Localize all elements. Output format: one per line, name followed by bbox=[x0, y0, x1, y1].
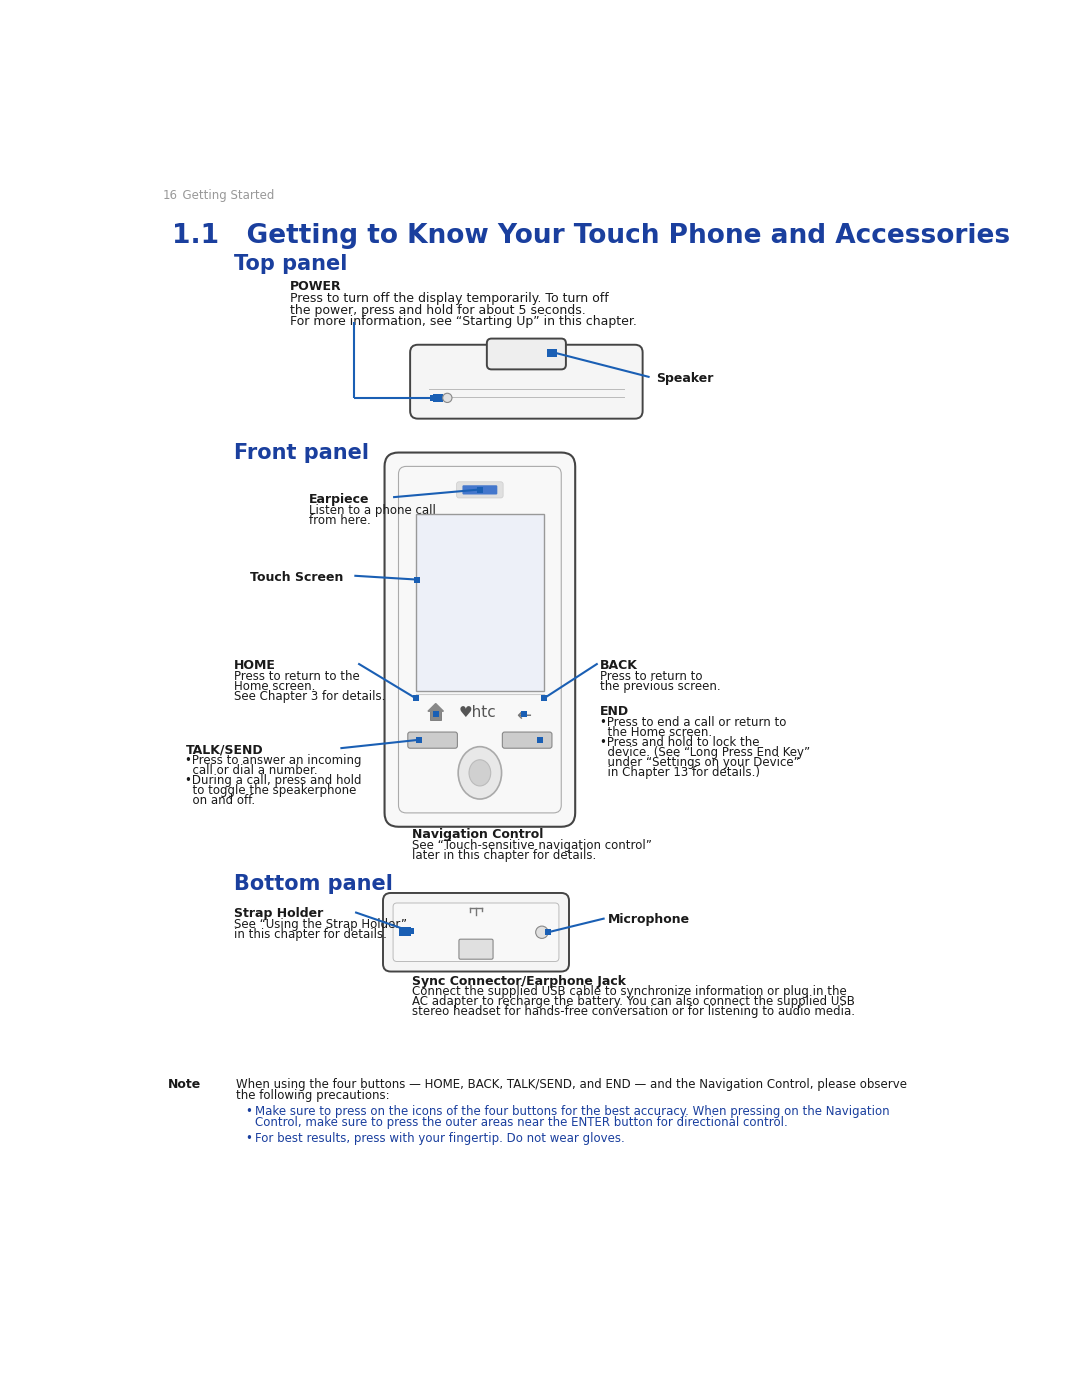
Bar bbox=[548, 349, 556, 358]
Text: Earpiece: Earpiece bbox=[309, 493, 369, 506]
Text: Press to return to: Press to return to bbox=[600, 669, 702, 683]
Bar bbox=[430, 711, 441, 719]
Text: on and off.: on and off. bbox=[186, 795, 256, 807]
Text: the previous screen.: the previous screen. bbox=[600, 680, 720, 693]
Text: Press to turn off the display temporarily. To turn off: Press to turn off the display temporaril… bbox=[291, 292, 609, 306]
Text: Note: Note bbox=[167, 1077, 201, 1091]
Text: 1.1   Getting to Know Your Touch Phone and Accessories: 1.1 Getting to Know Your Touch Phone and… bbox=[172, 224, 1010, 249]
Text: Connect the supplied USB cable to synchronize information or plug in the: Connect the supplied USB cable to synchr… bbox=[413, 985, 847, 999]
FancyBboxPatch shape bbox=[383, 893, 569, 971]
Text: the power, press and hold for about 5 seconds.: the power, press and hold for about 5 se… bbox=[291, 305, 585, 317]
Text: POWER: POWER bbox=[291, 279, 341, 293]
Text: Getting Started: Getting Started bbox=[175, 189, 274, 203]
FancyBboxPatch shape bbox=[459, 939, 494, 960]
Text: See Chapter 3 for details.: See Chapter 3 for details. bbox=[234, 690, 386, 703]
FancyBboxPatch shape bbox=[462, 485, 497, 495]
Bar bbox=[433, 394, 443, 402]
Text: ♥htc: ♥htc bbox=[458, 705, 496, 719]
Text: HOME: HOME bbox=[234, 659, 276, 672]
Text: •Press and hold to lock the: •Press and hold to lock the bbox=[600, 736, 759, 749]
Text: 16: 16 bbox=[163, 189, 178, 203]
Text: Home screen.: Home screen. bbox=[234, 680, 315, 693]
Text: •Press to end a call or return to: •Press to end a call or return to bbox=[600, 715, 786, 729]
Text: END: END bbox=[600, 705, 630, 718]
Text: Make sure to press on the icons of the four buttons for the best accuracy. When : Make sure to press on the icons of the f… bbox=[255, 1105, 890, 1119]
Text: See “Touch-sensitive navigation control”: See “Touch-sensitive navigation control” bbox=[413, 840, 652, 852]
Text: AC adapter to recharge the battery. You can also connect the supplied USB: AC adapter to recharge the battery. You … bbox=[413, 996, 855, 1009]
Bar bbox=[416, 514, 544, 692]
Text: from here.: from here. bbox=[309, 514, 372, 527]
Polygon shape bbox=[428, 704, 444, 711]
Text: For best results, press with your fingertip. Do not wear gloves.: For best results, press with your finger… bbox=[255, 1132, 625, 1144]
FancyBboxPatch shape bbox=[457, 482, 503, 497]
Text: Strap Holder: Strap Holder bbox=[234, 907, 323, 919]
Text: •: • bbox=[245, 1132, 252, 1144]
Text: in this chapter for details.: in this chapter for details. bbox=[234, 928, 387, 940]
Text: Control, make sure to press the outer areas near the ENTER button for directiona: Control, make sure to press the outer ar… bbox=[255, 1116, 788, 1129]
Text: the Home screen.: the Home screen. bbox=[600, 726, 712, 739]
Ellipse shape bbox=[458, 746, 501, 799]
Bar bbox=[399, 926, 410, 936]
FancyBboxPatch shape bbox=[410, 345, 643, 419]
FancyBboxPatch shape bbox=[502, 732, 552, 749]
Circle shape bbox=[443, 393, 451, 402]
Text: Navigation Control: Navigation Control bbox=[413, 828, 544, 841]
Text: When using the four buttons — HOME, BACK, TALK/SEND, and END — and the Navigatio: When using the four buttons — HOME, BACK… bbox=[235, 1077, 907, 1091]
Text: call or dial a number.: call or dial a number. bbox=[186, 764, 318, 777]
Text: Microphone: Microphone bbox=[608, 914, 690, 926]
Text: Bottom panel: Bottom panel bbox=[234, 875, 393, 894]
FancyBboxPatch shape bbox=[487, 338, 566, 369]
Text: BACK: BACK bbox=[600, 659, 638, 672]
Text: See “Using the Strap Holder”: See “Using the Strap Holder” bbox=[234, 918, 407, 930]
Text: Sync Connector/Earphone Jack: Sync Connector/Earphone Jack bbox=[413, 975, 626, 988]
Text: Press to return to the: Press to return to the bbox=[234, 669, 360, 683]
Text: to toggle the speakerphone: to toggle the speakerphone bbox=[186, 784, 356, 798]
Text: stereo headset for hands-free conversation or for listening to audio media.: stereo headset for hands-free conversati… bbox=[413, 1006, 855, 1018]
Text: •Press to answer an incoming: •Press to answer an incoming bbox=[186, 754, 362, 767]
FancyBboxPatch shape bbox=[393, 902, 559, 961]
Text: under “Settings on your Device”: under “Settings on your Device” bbox=[600, 756, 800, 768]
Text: Speaker: Speaker bbox=[656, 373, 713, 386]
Text: ←: ← bbox=[516, 707, 531, 725]
FancyBboxPatch shape bbox=[399, 467, 562, 813]
Text: later in this chapter for details.: later in this chapter for details. bbox=[413, 849, 597, 862]
Text: TALK/SEND: TALK/SEND bbox=[186, 743, 264, 757]
Text: •During a call, press and hold: •During a call, press and hold bbox=[186, 774, 362, 788]
FancyBboxPatch shape bbox=[408, 732, 458, 749]
Text: the following precautions:: the following precautions: bbox=[235, 1088, 390, 1102]
Text: For more information, see “Starting Up” in this chapter.: For more information, see “Starting Up” … bbox=[291, 316, 637, 328]
Circle shape bbox=[536, 926, 548, 939]
Text: •: • bbox=[245, 1105, 252, 1119]
Text: Touch Screen: Touch Screen bbox=[249, 571, 343, 584]
Text: device. (See “Long Press End Key”: device. (See “Long Press End Key” bbox=[600, 746, 810, 759]
Text: Top panel: Top panel bbox=[234, 254, 348, 274]
FancyBboxPatch shape bbox=[384, 453, 576, 827]
Text: in Chapter 13 for details.): in Chapter 13 for details.) bbox=[600, 766, 760, 780]
Text: Listen to a phone call: Listen to a phone call bbox=[309, 504, 436, 517]
Text: Front panel: Front panel bbox=[234, 443, 369, 464]
Ellipse shape bbox=[469, 760, 490, 787]
